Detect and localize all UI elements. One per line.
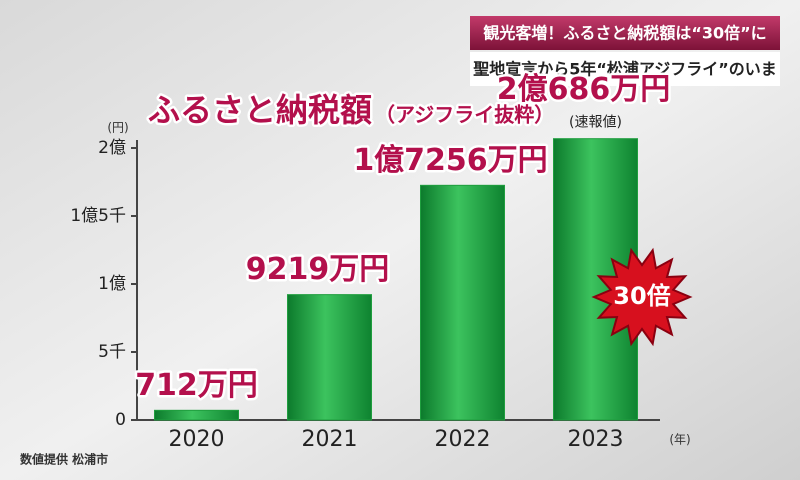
chart-subtitle: （アジフライ抜粋）	[375, 103, 554, 127]
chart-title: ふるさと納税額	[148, 91, 372, 129]
bar	[154, 409, 239, 421]
header-line: 聖地宣言から5年“松浦アジフライ”のいま	[473, 60, 777, 79]
burst-label: 30倍	[613, 282, 670, 310]
header-box	[470, 52, 780, 86]
header-line: 観光客増！ふるさと納税額は“30倍”に	[483, 24, 766, 43]
bar	[287, 294, 372, 421]
x-tick-label: 2021	[302, 427, 358, 452]
burst	[591, 247, 693, 347]
y-tick-label: 0	[115, 410, 126, 430]
x-tick-label: 2023	[568, 427, 624, 452]
data-label: 9219万円	[246, 252, 390, 287]
y-tick-label: 2億	[98, 138, 126, 158]
data-label: 2億686万円	[497, 72, 671, 107]
x-unit: (年)	[669, 433, 690, 447]
y-tick-label: 1億5千	[70, 206, 126, 226]
source: 数値提供 松浦市	[20, 452, 108, 467]
data-label: 712万円	[135, 368, 258, 403]
bar	[420, 184, 505, 421]
y-tick-label: 5千	[98, 342, 126, 362]
data-label: 1億7256万円	[353, 143, 547, 178]
annotation: (速報値)	[569, 115, 622, 131]
x-tick-label: 2022	[435, 427, 491, 452]
y-unit: (円)	[107, 121, 128, 135]
x-tick-label: 2020	[169, 427, 225, 452]
header-box	[470, 16, 780, 50]
y-tick-label: 1億	[98, 274, 126, 294]
